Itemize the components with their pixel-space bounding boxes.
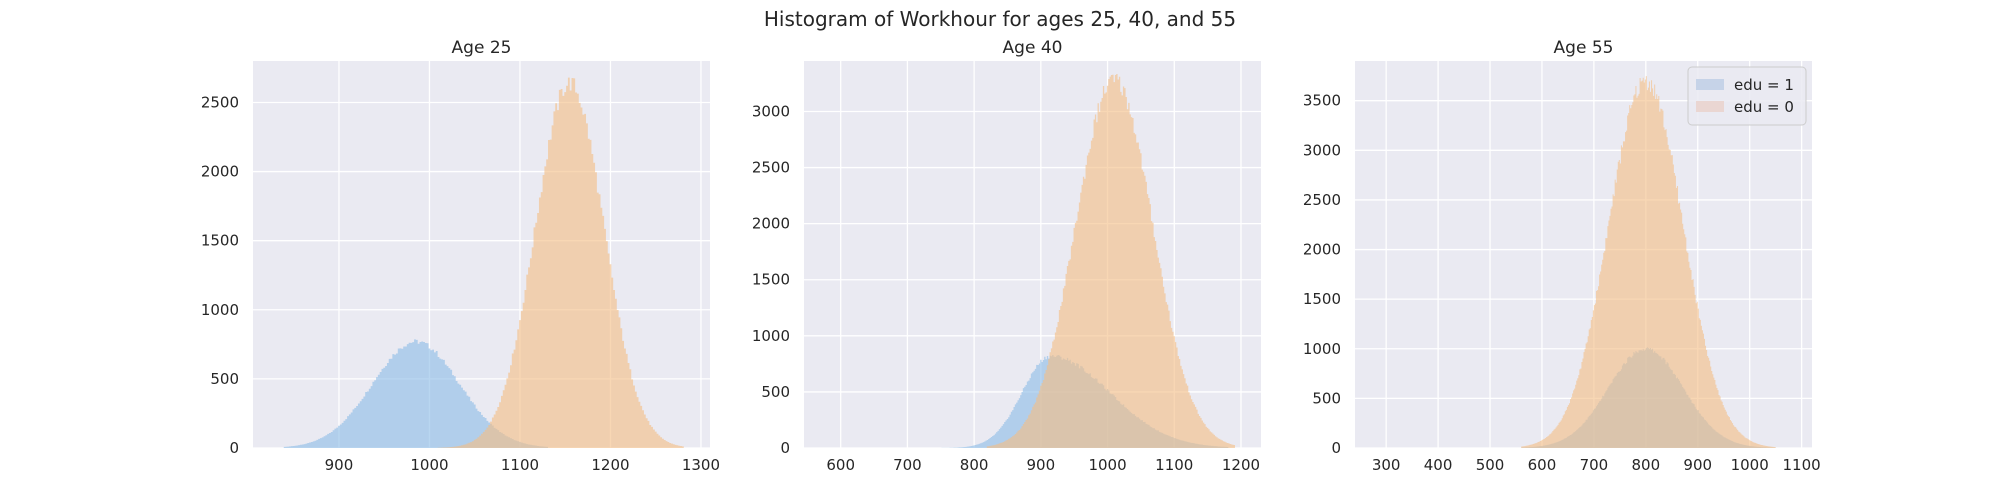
legend: edu = 1 edu = 0 [1687, 66, 1807, 126]
x-tick-label: 900 [325, 456, 354, 474]
y-tick-label: 500 [210, 370, 239, 388]
x-tick-label: 900 [1683, 456, 1712, 474]
x-tick-label: 1300 [682, 456, 720, 474]
legend-swatch [1696, 79, 1724, 90]
x-tick-label: 600 [826, 456, 855, 474]
y-tick-label: 500 [1312, 389, 1341, 407]
y-tick-label: 2000 [201, 163, 239, 181]
x-tick-label: 300 [1372, 456, 1401, 474]
panel-title: Age 40 [1003, 38, 1063, 58]
x-tick-label: 900 [1027, 456, 1056, 474]
x-tick-label: 1000 [410, 456, 448, 474]
y-tick-label: 1000 [1303, 340, 1341, 358]
y-tick-label: 3000 [752, 102, 790, 120]
y-tick-label: 2000 [752, 215, 790, 233]
x-tick-label: 1200 [1222, 456, 1260, 474]
x-tick-label: 800 [1631, 456, 1660, 474]
x-tick-label: 700 [1580, 456, 1609, 474]
y-tick-label: 2500 [752, 159, 790, 177]
x-tick-label: 500 [1476, 456, 1505, 474]
y-tick-label: 3500 [1303, 92, 1341, 110]
panel-age-40: 600 700 800 900 1000 1100 1200 0 500 1000 1500 2000… [752, 38, 1262, 474]
x-tick-label: 600 [1528, 456, 1557, 474]
y-tick-label: 0 [780, 439, 790, 457]
y-tick-label: 0 [1331, 439, 1341, 457]
x-tick-label: 400 [1424, 456, 1453, 474]
x-tick-label: 1200 [591, 456, 629, 474]
panel-age-25: 900 1000 1100 1200 1300 0 500 1000 1500 2000 2500 A… [201, 38, 720, 474]
y-tick-label: 3000 [1303, 141, 1341, 159]
x-tick-label: 1100 [501, 456, 539, 474]
y-tick-label: 1500 [752, 271, 790, 289]
x-tick-label: 800 [960, 456, 989, 474]
y-tick-label: 2000 [1303, 241, 1341, 259]
plot-area [253, 61, 710, 448]
histogram-series-edu1 [253, 339, 711, 448]
y-tick-label: 1500 [201, 232, 239, 250]
y-tick-label: 0 [229, 439, 239, 457]
legend-label: edu = 1 [1734, 76, 1794, 94]
panel-title: Age 55 [1554, 38, 1614, 58]
histogram-series-edu0 [253, 77, 711, 448]
panel-age-55: 300 400 500 600 700 800 900 1000 1100 0 500 1000 150… [1303, 38, 1821, 474]
x-tick-label: 1100 [1783, 456, 1821, 474]
x-tick-label: 1000 [1088, 456, 1126, 474]
figure-title: Histogram of Workhour for ages 25, 40, a… [764, 7, 1236, 31]
y-tick-label: 2500 [201, 93, 239, 111]
y-tick-label: 2500 [1303, 191, 1341, 209]
y-tick-label: 1500 [1303, 290, 1341, 308]
legend-swatch [1696, 101, 1724, 112]
y-tick-label: 500 [761, 383, 790, 401]
x-tick-label: 1000 [1731, 456, 1769, 474]
x-tick-label: 1100 [1155, 456, 1193, 474]
y-tick-label: 1000 [752, 327, 790, 345]
panel-title: Age 25 [452, 38, 512, 58]
x-tick-label: 700 [893, 456, 922, 474]
histogram-series-edu0 [1355, 76, 1812, 449]
y-tick-label: 1000 [201, 301, 239, 319]
histogram-series-edu0 [804, 74, 1262, 449]
legend-label: edu = 0 [1734, 98, 1794, 116]
